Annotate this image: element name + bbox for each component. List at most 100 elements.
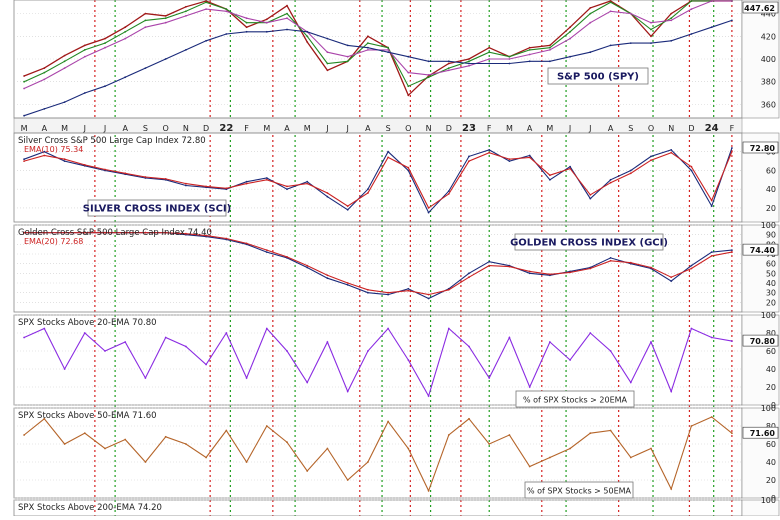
data-point	[447, 193, 450, 195]
month-tick-label: A	[608, 124, 614, 133]
price-tag-frame	[742, 1, 779, 14]
data-point	[265, 21, 268, 24]
data-point	[43, 150, 46, 153]
data-point	[609, 0, 612, 2]
month-tick-label: D	[446, 124, 452, 133]
y-tick-label: 60	[766, 260, 776, 269]
data-point	[710, 205, 713, 208]
data-point	[205, 8, 208, 11]
data-point	[205, 456, 208, 459]
data-point	[407, 359, 410, 361]
series-line	[23, 327, 732, 398]
y-tick-label: 50	[766, 269, 776, 278]
data-point	[488, 149, 491, 151]
data-point	[346, 205, 349, 208]
data-point	[326, 69, 329, 72]
data-point	[124, 231, 127, 234]
month-tick-label: J	[588, 124, 591, 133]
data-point	[326, 277, 329, 280]
panel-legend: SPX Stocks Above 50-EMA 71.60	[18, 411, 157, 421]
panel-p50: 0 20 40 60 80 100 SPX Stocks Above 50-EMA 71.6…	[13, 404, 780, 503]
month-tick-label: O	[648, 124, 654, 133]
month-tick-label: F	[730, 124, 735, 133]
data-point	[124, 438, 127, 441]
data-point	[83, 231, 86, 234]
data-point	[245, 17, 248, 20]
data-point	[185, 49, 187, 51]
data-point	[650, 266, 652, 269]
data-point	[549, 178, 551, 181]
data-point	[205, 39, 208, 42]
data-point	[629, 456, 632, 459]
data-point	[670, 39, 673, 42]
data-point	[569, 271, 571, 274]
data-point	[589, 432, 592, 435]
data-point	[508, 62, 511, 65]
y-tick-label: 360	[761, 100, 776, 109]
price-tag-text: 72.80	[750, 144, 776, 153]
data-point	[528, 465, 531, 468]
data-point	[731, 249, 733, 252]
data-point	[367, 288, 369, 291]
data-point	[185, 5, 187, 8]
y-tick-label: 100	[761, 311, 776, 320]
data-point	[569, 55, 571, 58]
data-point	[124, 26, 127, 29]
data-point	[407, 55, 410, 58]
data-point	[286, 185, 288, 188]
data-point	[306, 381, 309, 384]
data-point	[650, 155, 652, 158]
data-point	[488, 46, 491, 49]
data-point	[528, 46, 531, 49]
data-point	[629, 172, 632, 175]
data-point	[367, 42, 369, 44]
month-tick-label: J	[568, 124, 571, 133]
data-point	[124, 37, 127, 40]
data-point	[528, 156, 531, 159]
data-point	[286, 188, 288, 191]
data-point	[468, 62, 470, 65]
data-point	[670, 488, 673, 490]
data-point	[306, 266, 309, 269]
data-point	[710, 255, 713, 257]
data-point	[528, 49, 531, 51]
month-tick-label: M	[61, 124, 68, 133]
y-tick-label: 40	[766, 365, 776, 374]
data-point	[609, 10, 612, 13]
data-point	[63, 54, 66, 57]
month-axis: M A M J J A S O N D 22 F M A M J J A S O N D 23 F M A M J J A S O N D 24 F	[13, 117, 743, 134]
data-point	[326, 341, 329, 343]
data-point	[468, 64, 470, 67]
data-point	[447, 288, 450, 291]
data-point	[245, 21, 248, 24]
data-point	[225, 429, 228, 432]
series-line	[23, 416, 733, 493]
month-tick-label: M	[21, 124, 28, 133]
data-point	[447, 67, 450, 69]
data-point	[265, 178, 268, 181]
data-point	[447, 60, 450, 63]
data-point	[670, 276, 673, 279]
series-line	[23, 0, 732, 97]
data-point	[528, 386, 531, 388]
box-label-frame	[547, 67, 649, 85]
data-point	[488, 377, 491, 379]
data-point	[225, 332, 228, 334]
data-point	[346, 60, 349, 63]
data-point	[549, 456, 551, 459]
data-point	[83, 332, 86, 334]
data-point	[245, 26, 248, 29]
data-point	[83, 92, 86, 94]
data-point	[245, 180, 248, 183]
data-point	[468, 155, 470, 158]
data-point	[589, 267, 592, 270]
panel-legend-ema: EMA(20) 72.68	[24, 237, 83, 246]
data-point	[245, 377, 248, 379]
data-point	[407, 289, 410, 292]
data-point	[468, 272, 470, 275]
data-point	[286, 441, 288, 444]
data-point	[144, 19, 147, 22]
data-point	[549, 46, 551, 49]
data-point	[346, 55, 349, 58]
data-point	[265, 177, 268, 179]
